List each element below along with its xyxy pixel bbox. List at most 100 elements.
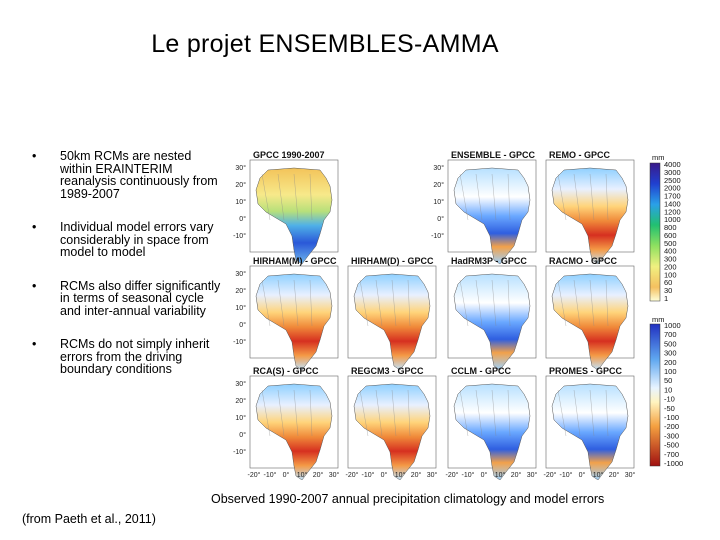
lat-tick-label: 10°: [235, 304, 246, 312]
panel-title: RCA(S) - GPCC: [253, 366, 319, 376]
border-line: [475, 279, 483, 327]
colorbar-label: 500: [664, 239, 677, 248]
border-line: [605, 389, 609, 437]
colorbar-bottom-unit: mm: [652, 315, 665, 324]
figure-caption: Observed 1990-2007 annual precipitation …: [211, 492, 605, 506]
lat-tick-label: 30°: [433, 164, 444, 172]
colorbar-top: mm 4000300025002000170014001200100080060…: [649, 153, 681, 303]
lon-tick-label: 30°: [427, 471, 438, 479]
border-line: [475, 389, 483, 437]
lon-tick-label: 0°: [283, 471, 290, 479]
panel-title: REMO - GPCC: [549, 150, 611, 160]
lon-tick-label: -10°: [362, 471, 375, 479]
map-panel: REMO - GPCC: [545, 150, 635, 265]
border-line: [375, 279, 383, 327]
colorbar-label: 1000: [664, 321, 681, 330]
bullet-list: • 50km RCMs are nested within ERAINTERIM …: [32, 150, 222, 397]
border-line: [261, 279, 271, 327]
map-panel: REGCM3 - GPCC -20° -10° 0° 10° 20° 30°: [346, 366, 438, 480]
colorbar-label: 60: [664, 278, 672, 287]
lat-tick-label: 20°: [235, 287, 246, 295]
lon-tick-label: 0°: [481, 471, 488, 479]
map-panel: PROMES - GPCC -20° -10° 0° 10° 20° 30°: [544, 366, 635, 480]
colorbar-label: 600: [664, 231, 677, 240]
panel-title: RACMO - GPCC: [549, 256, 617, 266]
colorbar-top-unit: mm: [652, 153, 665, 162]
bullet-text: RCMs do not simply inherit errors from t…: [60, 337, 210, 376]
border-line: [507, 389, 511, 437]
border-line: [459, 173, 469, 221]
lat-tick-label: -10°: [431, 232, 444, 240]
bullet-dot: •: [32, 220, 37, 234]
border-line: [475, 173, 483, 221]
lon-tick-label: 0°: [579, 471, 586, 479]
border-line: [261, 389, 271, 437]
border-line: [459, 389, 469, 437]
border-line: [557, 173, 567, 221]
border-line: [277, 389, 285, 437]
border-line: [391, 389, 397, 437]
colorbar-label: 4000: [664, 160, 681, 169]
panel-title: HadRM3P - GPCC: [451, 256, 527, 266]
panel-title: REGCM3 - GPCC: [351, 366, 424, 376]
colorbar-bottom: mm 10007005003002001005010-10-50-100-200…: [649, 315, 683, 468]
colorbar-label: 2000: [664, 184, 681, 193]
border-line: [407, 279, 411, 327]
lon-tick-label: -20°: [248, 471, 261, 479]
lat-tick-label: 30°: [235, 270, 246, 278]
map-panel: ENSEMBLE - GPCC 30° 20° 10° 0° -10°: [431, 150, 537, 265]
lon-tick-label: 20°: [511, 471, 522, 479]
border-line: [573, 173, 581, 221]
lat-tick-label: 20°: [235, 397, 246, 405]
border-line: [309, 389, 313, 437]
colorbar-label: -300: [664, 431, 679, 440]
lon-tick-label: 10°: [395, 471, 406, 479]
lat-tick-label: 30°: [235, 164, 246, 172]
colorbar-label: -50: [664, 404, 675, 413]
lat-tick-label: 30°: [235, 380, 246, 388]
bullet-dot: •: [32, 149, 37, 163]
lon-tick-label: -10°: [560, 471, 573, 479]
colorbar-label: 50: [664, 376, 672, 385]
bullet-text: Individual model errors vary considerabl…: [60, 220, 214, 259]
border-line: [605, 279, 609, 327]
colorbar-bottom-scale: [649, 323, 661, 467]
colorbar-top-labels: 4000300025002000170014001200100080060050…: [664, 160, 681, 303]
bullet-text: RCMs also differ significantly in terms …: [60, 278, 221, 318]
lon-tick-label: -20°: [346, 471, 359, 479]
border-line: [309, 279, 313, 327]
colorbar-label: 700: [664, 330, 677, 339]
colorbar-label: 400: [664, 247, 677, 256]
lon-tick-label: 10°: [495, 471, 506, 479]
lat-tick-label: -10°: [233, 448, 246, 456]
border-line: [589, 279, 595, 327]
border-line: [507, 173, 511, 221]
lat-tick-label: 20°: [433, 181, 444, 189]
panel-title: PROMES - GPCC: [549, 366, 623, 376]
border-line: [491, 173, 497, 221]
border-line: [359, 279, 369, 327]
colorbar-label: 1000: [664, 215, 681, 224]
bullet-dot: •: [32, 337, 37, 351]
lat-tick-label: 20°: [235, 181, 246, 189]
colorbar-label: 1: [664, 294, 668, 303]
border-line: [507, 279, 511, 327]
colorbar-label: -1000: [664, 459, 683, 468]
colorbar-label: 100: [664, 367, 677, 376]
bullet-item: • Individual model errors vary considerab…: [32, 221, 222, 259]
colorbar-label: 500: [664, 339, 677, 348]
map-panel: GPCC 1990-2007 30° 20° 10° 0° -10°: [233, 150, 339, 265]
colorbar-top-scale: [649, 162, 661, 302]
source-citation: (from Paeth et al., 2011): [22, 512, 156, 526]
border-line: [293, 173, 299, 221]
panel-title: ENSEMBLE - GPCC: [451, 150, 536, 160]
panel-title: HIRHAM(M) - GPCC: [253, 256, 337, 266]
colorbar-label: 300: [664, 255, 677, 264]
border-line: [605, 173, 609, 221]
colorbar-label: 1700: [664, 192, 681, 201]
lon-tick-label: 20°: [411, 471, 422, 479]
map-panel: RACMO - GPCC: [545, 256, 635, 371]
colorbar-label: 200: [664, 358, 677, 367]
lat-tick-label: 0°: [239, 215, 246, 223]
